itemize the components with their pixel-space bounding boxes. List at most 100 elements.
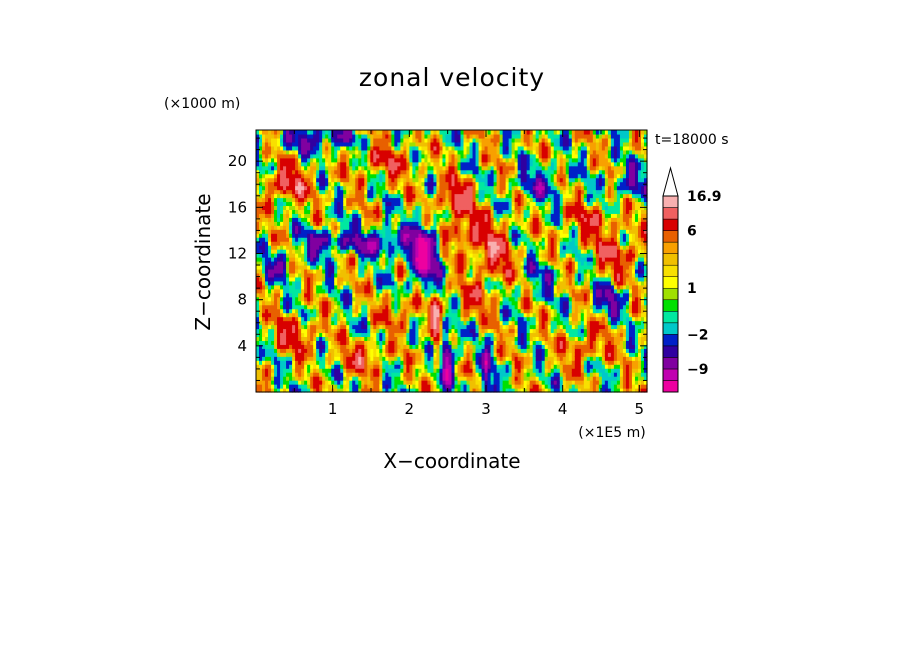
contour-cell bbox=[283, 356, 287, 361]
contour-cell bbox=[448, 352, 453, 357]
contour-cell bbox=[481, 328, 486, 334]
contour-cell bbox=[421, 276, 426, 282]
contour-cell bbox=[448, 296, 453, 302]
contour-cell bbox=[298, 165, 302, 171]
contour-cell bbox=[280, 336, 284, 341]
contour-cell bbox=[310, 165, 314, 171]
contour-cell bbox=[337, 205, 341, 210]
contour-cell bbox=[286, 153, 290, 159]
contour-cell bbox=[337, 201, 341, 207]
contour-cell bbox=[424, 253, 429, 258]
contour-cell bbox=[451, 165, 456, 171]
contour-cell bbox=[340, 268, 344, 274]
contour-cell bbox=[382, 368, 386, 373]
contour-cell bbox=[271, 209, 275, 214]
contour-cell bbox=[394, 181, 398, 187]
contour-cell bbox=[361, 249, 365, 254]
contour-cell bbox=[469, 197, 474, 203]
contour-cell bbox=[466, 249, 471, 254]
contour-cell bbox=[367, 201, 371, 207]
contour-cell bbox=[286, 157, 290, 163]
contour-cell bbox=[277, 157, 281, 163]
contour-cell bbox=[478, 233, 483, 238]
contour-cell bbox=[406, 304, 410, 310]
contour-cell bbox=[292, 241, 296, 246]
contour-cell bbox=[268, 177, 272, 183]
contour-cell bbox=[376, 173, 380, 179]
contour-cell bbox=[421, 268, 426, 274]
contour-cell bbox=[259, 173, 263, 179]
contour-cell bbox=[274, 229, 278, 234]
contour-cell bbox=[313, 181, 317, 187]
contour-cell bbox=[382, 241, 386, 246]
contour-cell bbox=[412, 344, 417, 349]
contour-cell bbox=[433, 388, 438, 393]
contour-cell bbox=[298, 388, 302, 393]
contour-cell bbox=[415, 185, 420, 191]
contour-cell bbox=[424, 296, 429, 302]
contour-cell bbox=[481, 272, 486, 278]
contour-cell bbox=[343, 368, 347, 373]
contour-cell bbox=[349, 348, 353, 353]
contour-cell bbox=[307, 261, 311, 266]
contour-cell bbox=[283, 296, 287, 302]
contour-cell bbox=[313, 221, 317, 226]
contour-cell bbox=[394, 209, 398, 214]
contour-cell bbox=[310, 177, 314, 183]
contour-cell bbox=[409, 284, 413, 290]
contour-cell bbox=[349, 217, 353, 222]
contour-cell bbox=[319, 205, 323, 210]
contour-cell bbox=[439, 145, 444, 151]
contour-cell bbox=[346, 348, 350, 353]
contour-cell bbox=[430, 312, 435, 318]
contour-cell bbox=[319, 356, 323, 361]
contour-cell bbox=[340, 237, 344, 242]
contour-cell bbox=[466, 137, 471, 143]
contour-cell bbox=[469, 221, 474, 226]
contour-cell bbox=[367, 348, 371, 353]
contour-cell bbox=[385, 253, 389, 258]
contour-cell bbox=[361, 336, 365, 341]
contour-cell bbox=[481, 388, 486, 393]
contour-cell bbox=[367, 141, 371, 147]
contour-cell bbox=[442, 284, 447, 290]
contour-cell bbox=[457, 304, 462, 310]
contour-cell bbox=[442, 209, 447, 214]
contour-cell bbox=[445, 261, 450, 266]
contour-cell bbox=[274, 276, 278, 282]
contour-cell bbox=[364, 253, 368, 258]
contour-cell bbox=[304, 221, 308, 226]
contour-cell bbox=[478, 368, 483, 373]
contour-cell bbox=[379, 364, 383, 369]
contour-cell bbox=[316, 249, 320, 254]
contour-cell bbox=[430, 344, 435, 349]
contour-cell bbox=[292, 340, 296, 345]
contour-cell bbox=[313, 201, 317, 207]
contour-cell bbox=[337, 376, 341, 381]
contour-cell bbox=[472, 169, 477, 175]
contour-cell bbox=[340, 145, 344, 151]
contour-cell bbox=[289, 376, 293, 381]
contour-cell bbox=[370, 376, 374, 381]
contour-cell bbox=[331, 324, 335, 330]
contour-cell bbox=[280, 245, 284, 250]
contour-cell bbox=[328, 137, 332, 143]
contour-cell bbox=[310, 328, 314, 334]
contour-cell bbox=[319, 245, 323, 250]
contour-cell bbox=[430, 288, 435, 294]
contour-cell bbox=[394, 197, 398, 203]
contour-cell bbox=[367, 181, 371, 187]
contour-cell bbox=[454, 288, 459, 294]
contour-cell bbox=[370, 360, 374, 365]
contour-cell bbox=[415, 308, 420, 314]
contour-cell bbox=[280, 332, 284, 338]
contour-cell bbox=[445, 153, 450, 159]
contour-cell bbox=[457, 316, 462, 322]
contour-cell bbox=[265, 304, 269, 310]
contour-cell bbox=[277, 368, 281, 373]
contour-cell bbox=[469, 149, 474, 155]
contour-cell bbox=[463, 213, 468, 218]
contour-cell bbox=[304, 205, 308, 210]
contour-cell bbox=[370, 296, 374, 302]
contour-cell bbox=[292, 193, 296, 199]
